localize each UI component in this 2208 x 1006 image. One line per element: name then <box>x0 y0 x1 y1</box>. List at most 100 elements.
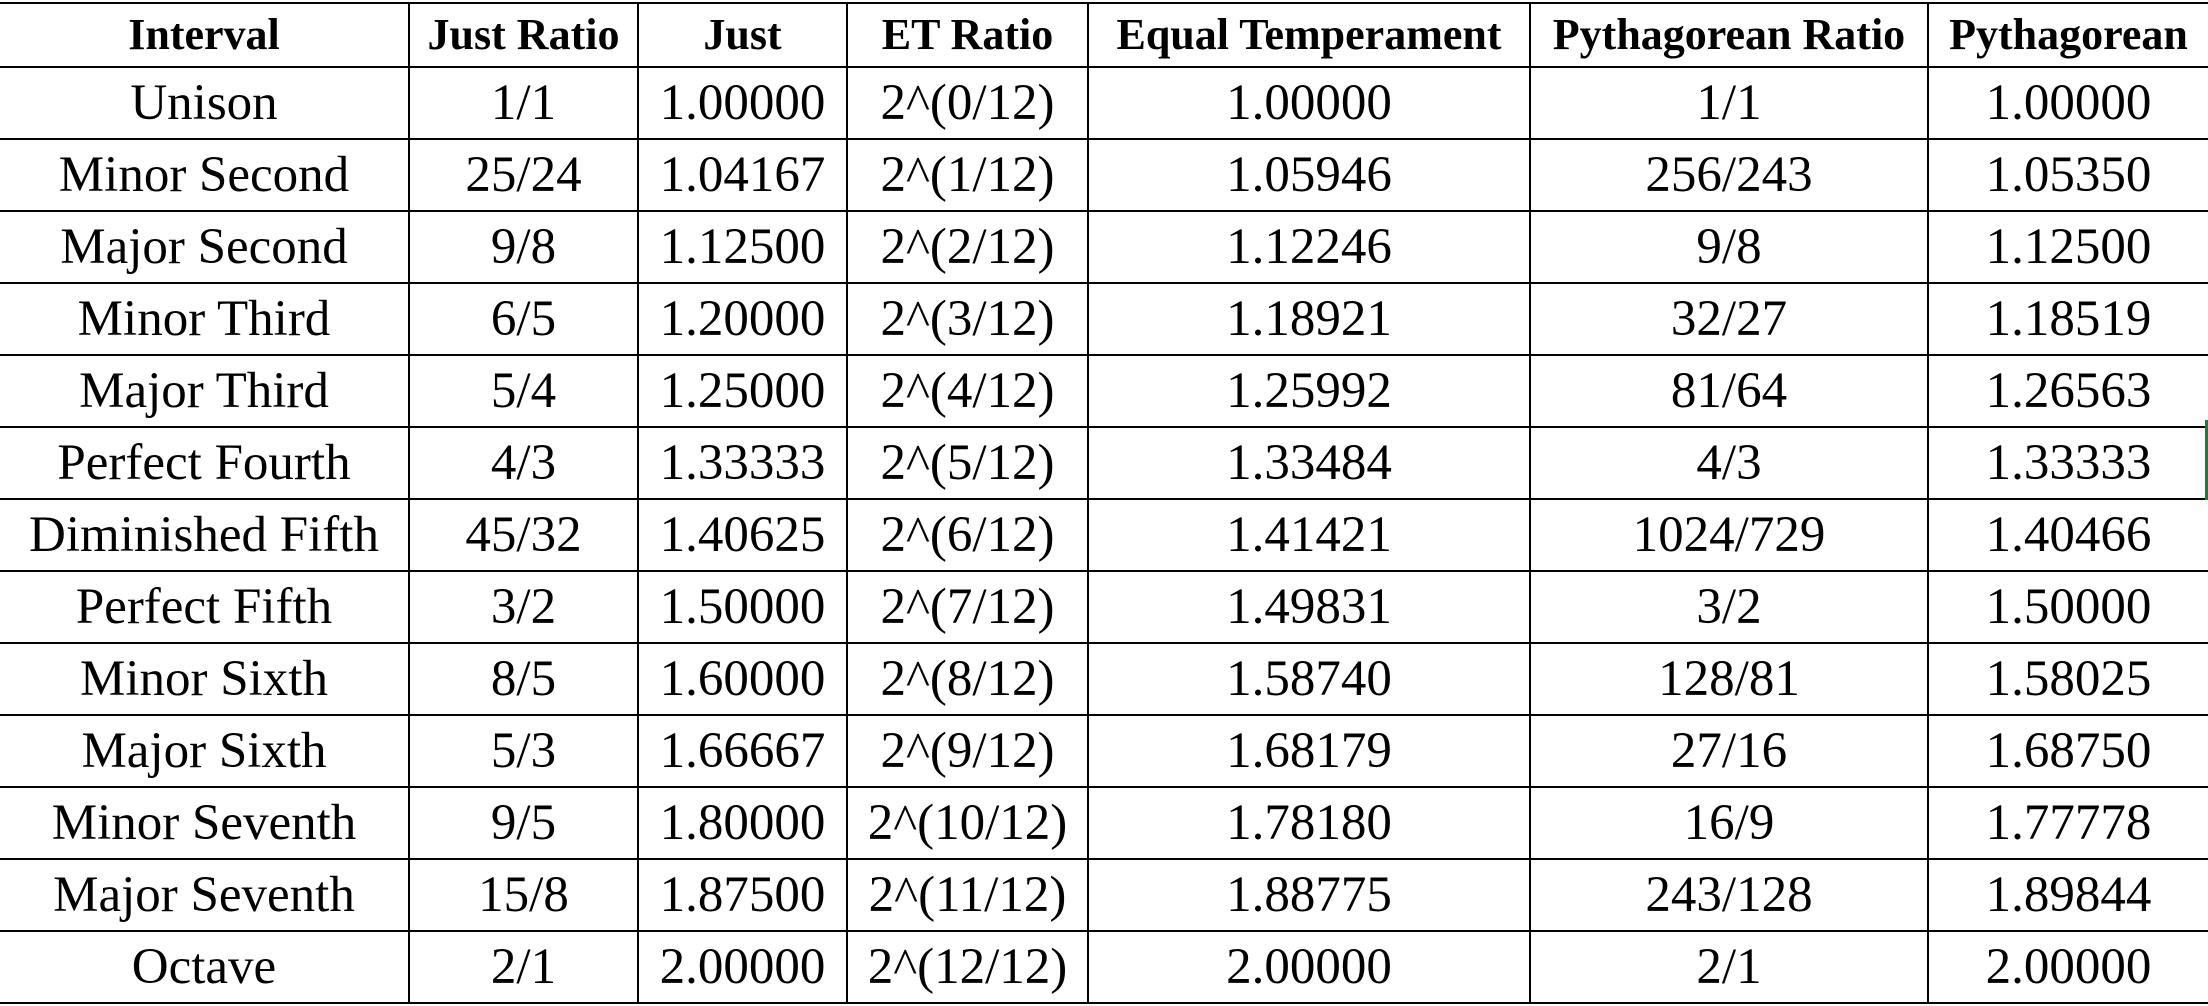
header-cell-equal-temperament[interactable]: Equal Temperament <box>1087 2 1531 68</box>
cell-pythagorean[interactable]: 1.77778 <box>1927 786 2208 860</box>
cell-et-ratio[interactable]: 2^(11/12) <box>846 858 1089 932</box>
cell-just[interactable]: 1.66667 <box>637 714 848 788</box>
cell-just[interactable]: 1.04167 <box>637 138 848 212</box>
cell-just[interactable]: 1.25000 <box>637 354 848 428</box>
cell-just-ratio[interactable]: 2/1 <box>408 930 639 1004</box>
cell-pythagorean[interactable]: 1.68750 <box>1927 714 2208 788</box>
cell-interval[interactable]: Major Third <box>0 354 410 428</box>
cell-et-ratio[interactable]: 2^(4/12) <box>846 354 1089 428</box>
cell-pythagorean[interactable]: 2.00000 <box>1927 930 2208 1004</box>
cell-et-ratio[interactable]: 2^(5/12) <box>846 426 1089 500</box>
cell-just[interactable]: 1.33333 <box>637 426 848 500</box>
cell-interval[interactable]: Perfect Fourth <box>0 426 410 500</box>
cell-pythagorean-ratio[interactable]: 128/81 <box>1529 642 1929 716</box>
cell-pythagorean[interactable]: 1.33333 <box>1927 426 2208 500</box>
cell-interval[interactable]: Major Seventh <box>0 858 410 932</box>
cell-equal-temperament[interactable]: 2.00000 <box>1087 930 1531 1004</box>
cell-pythagorean[interactable]: 1.40466 <box>1927 498 2208 572</box>
cell-just-ratio[interactable]: 6/5 <box>408 282 639 356</box>
header-cell-just-ratio[interactable]: Just Ratio <box>408 2 639 68</box>
cell-just-ratio[interactable]: 9/8 <box>408 210 639 284</box>
cell-just[interactable]: 1.80000 <box>637 786 848 860</box>
cell-pythagorean[interactable]: 1.05350 <box>1927 138 2208 212</box>
cell-et-ratio[interactable]: 2^(3/12) <box>846 282 1089 356</box>
table-row: Minor Seventh 9/5 1.80000 2^(10/12) 1.78… <box>0 786 2208 860</box>
cell-equal-temperament[interactable]: 1.49831 <box>1087 570 1531 644</box>
cell-et-ratio[interactable]: 2^(1/12) <box>846 138 1089 212</box>
cell-pythagorean[interactable]: 1.26563 <box>1927 354 2208 428</box>
cell-just-ratio[interactable]: 8/5 <box>408 642 639 716</box>
cell-equal-temperament[interactable]: 1.88775 <box>1087 858 1531 932</box>
cell-pythagorean-ratio[interactable]: 9/8 <box>1529 210 1929 284</box>
cell-pythagorean-ratio[interactable]: 1024/729 <box>1529 498 1929 572</box>
cell-pythagorean-ratio[interactable]: 32/27 <box>1529 282 1929 356</box>
cell-equal-temperament[interactable]: 1.68179 <box>1087 714 1531 788</box>
cell-pythagorean-ratio[interactable]: 16/9 <box>1529 786 1929 860</box>
cell-pythagorean-ratio[interactable]: 2/1 <box>1529 930 1929 1004</box>
cell-pythagorean-ratio[interactable]: 243/128 <box>1529 858 1929 932</box>
cell-interval[interactable]: Unison <box>0 66 410 140</box>
cell-just-ratio[interactable]: 3/2 <box>408 570 639 644</box>
header-cell-interval[interactable]: Interval <box>0 2 410 68</box>
cell-interval[interactable]: Minor Second <box>0 138 410 212</box>
cell-just-ratio[interactable]: 1/1 <box>408 66 639 140</box>
cell-pythagorean[interactable]: 1.89844 <box>1927 858 2208 932</box>
cell-et-ratio[interactable]: 2^(8/12) <box>846 642 1089 716</box>
cell-pythagorean-ratio[interactable]: 81/64 <box>1529 354 1929 428</box>
cell-et-ratio[interactable]: 2^(0/12) <box>846 66 1089 140</box>
cell-equal-temperament[interactable]: 1.00000 <box>1087 66 1531 140</box>
cell-interval[interactable]: Minor Sixth <box>0 642 410 716</box>
header-cell-just[interactable]: Just <box>637 2 848 68</box>
cell-interval[interactable]: Minor Seventh <box>0 786 410 860</box>
cell-pythagorean[interactable]: 1.18519 <box>1927 282 2208 356</box>
cell-equal-temperament[interactable]: 1.25992 <box>1087 354 1531 428</box>
cell-interval[interactable]: Major Second <box>0 210 410 284</box>
cell-just[interactable]: 1.50000 <box>637 570 848 644</box>
cell-just-ratio[interactable]: 4/3 <box>408 426 639 500</box>
header-cell-pythagorean[interactable]: Pythagorean <box>1927 2 2208 68</box>
cell-et-ratio[interactable]: 2^(6/12) <box>846 498 1089 572</box>
cell-pythagorean-ratio[interactable]: 27/16 <box>1529 714 1929 788</box>
cell-et-ratio[interactable]: 2^(9/12) <box>846 714 1089 788</box>
header-cell-pythagorean-ratio[interactable]: Pythagorean Ratio <box>1529 2 1929 68</box>
cell-pythagorean-ratio[interactable]: 4/3 <box>1529 426 1929 500</box>
cell-interval[interactable]: Octave <box>0 930 410 1004</box>
cell-equal-temperament[interactable]: 1.78180 <box>1087 786 1531 860</box>
cell-just-ratio[interactable]: 9/5 <box>408 786 639 860</box>
cell-just[interactable]: 1.87500 <box>637 858 848 932</box>
cell-pythagorean[interactable]: 1.50000 <box>1927 570 2208 644</box>
cell-equal-temperament[interactable]: 1.18921 <box>1087 282 1531 356</box>
cell-just-ratio[interactable]: 5/4 <box>408 354 639 428</box>
cell-interval[interactable]: Major Sixth <box>0 714 410 788</box>
cell-equal-temperament[interactable]: 1.33484 <box>1087 426 1531 500</box>
cell-just[interactable]: 1.00000 <box>637 66 848 140</box>
cell-equal-temperament[interactable]: 1.12246 <box>1087 210 1531 284</box>
cell-equal-temperament[interactable]: 1.41421 <box>1087 498 1531 572</box>
cell-interval[interactable]: Minor Third <box>0 282 410 356</box>
cell-pythagorean-ratio[interactable]: 1/1 <box>1529 66 1929 140</box>
cell-et-ratio[interactable]: 2^(7/12) <box>846 570 1089 644</box>
cell-just-ratio[interactable]: 15/8 <box>408 858 639 932</box>
cell-et-ratio[interactable]: 2^(10/12) <box>846 786 1089 860</box>
cell-just[interactable]: 1.12500 <box>637 210 848 284</box>
cell-pythagorean[interactable]: 1.00000 <box>1927 66 2208 140</box>
cell-just-ratio[interactable]: 25/24 <box>408 138 639 212</box>
cell-just[interactable]: 1.20000 <box>637 282 848 356</box>
cell-interval[interactable]: Perfect Fifth <box>0 570 410 644</box>
cell-just-ratio[interactable]: 5/3 <box>408 714 639 788</box>
cell-just[interactable]: 1.60000 <box>637 642 848 716</box>
cell-interval[interactable]: Diminished Fifth <box>0 498 410 572</box>
cell-just[interactable]: 1.40625 <box>637 498 848 572</box>
cell-et-ratio[interactable]: 2^(12/12) <box>846 930 1089 1004</box>
cell-just-ratio[interactable]: 45/32 <box>408 498 639 572</box>
cell-equal-temperament[interactable]: 1.05946 <box>1087 138 1531 212</box>
cell-pythagorean[interactable]: 1.12500 <box>1927 210 2208 284</box>
cell-pythagorean-ratio[interactable]: 256/243 <box>1529 138 1929 212</box>
cell-equal-temperament[interactable]: 1.58740 <box>1087 642 1531 716</box>
header-cell-et-ratio[interactable]: ET Ratio <box>846 2 1089 68</box>
cell-just[interactable]: 2.00000 <box>637 930 848 1004</box>
cell-et-ratio[interactable]: 2^(2/12) <box>846 210 1089 284</box>
cell-pythagorean-ratio[interactable]: 3/2 <box>1529 570 1929 644</box>
cell-pythagorean[interactable]: 1.58025 <box>1927 642 2208 716</box>
